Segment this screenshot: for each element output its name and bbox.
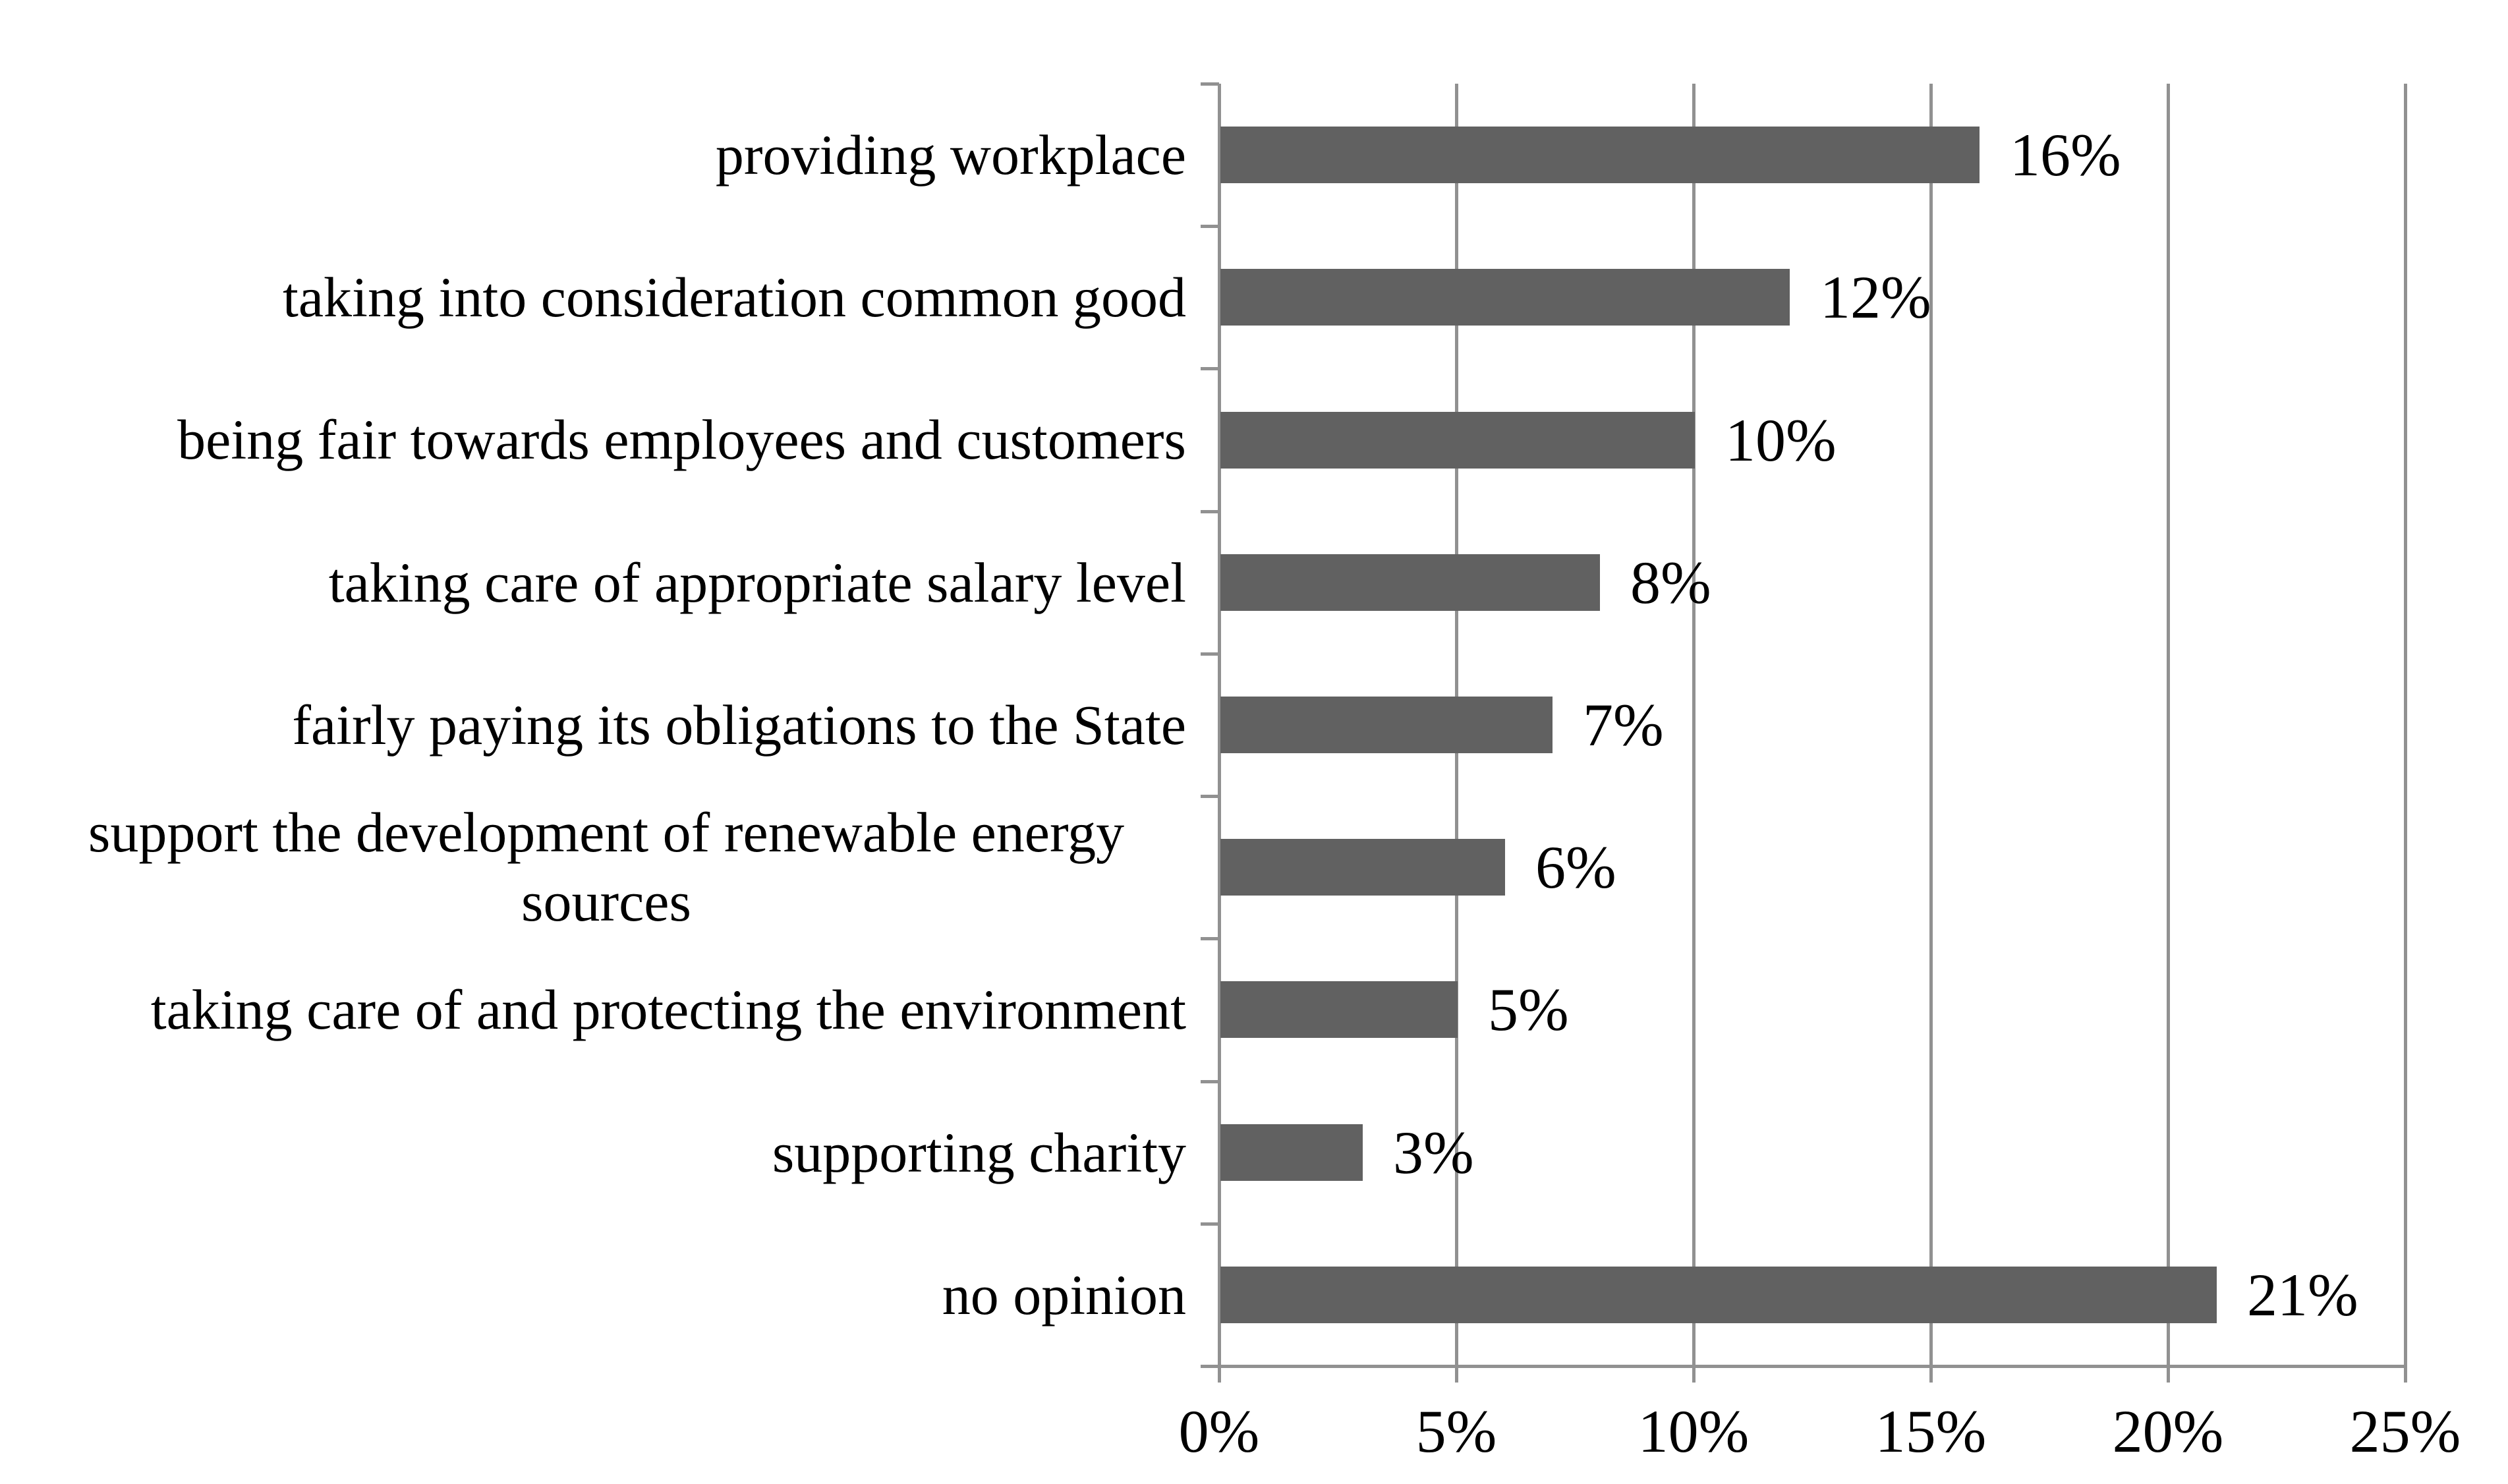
category-label-4: taking care of appropriate salary level bbox=[26, 511, 1186, 654]
value-label-2: 12% bbox=[1820, 264, 1931, 331]
bar-7 bbox=[1220, 981, 1458, 1038]
category-label-text: no opinion bbox=[942, 1263, 1186, 1327]
y-axis-tick bbox=[1201, 1079, 1219, 1083]
x-tick-label-0%: 0% bbox=[1178, 1398, 1260, 1465]
y-axis-tick bbox=[1201, 225, 1219, 229]
x-tick-label-20%: 20% bbox=[2112, 1398, 2224, 1465]
y-axis-tick bbox=[1201, 795, 1219, 799]
category-label-text: taking into consideration common good bbox=[282, 265, 1186, 329]
value-label-9: 21% bbox=[2247, 1261, 2358, 1328]
bar-9 bbox=[1220, 1267, 2217, 1323]
bar-8 bbox=[1220, 1124, 1363, 1181]
bar-6 bbox=[1220, 839, 1505, 896]
value-label-3: 10% bbox=[1725, 407, 1837, 474]
gridline-20% bbox=[2167, 84, 2170, 1383]
category-label-text: being fair towards employees and custome… bbox=[177, 407, 1186, 471]
bar-3 bbox=[1220, 412, 1695, 469]
y-axis-tick bbox=[1201, 82, 1219, 86]
category-label-9: no opinion bbox=[26, 1224, 1186, 1366]
category-label-text: providing workplace bbox=[715, 123, 1186, 186]
x-tick-label-10%: 10% bbox=[1638, 1398, 1750, 1465]
x-tick-label-25%: 25% bbox=[2349, 1398, 2461, 1465]
gridline-25% bbox=[2404, 84, 2407, 1383]
category-label-7: taking care of and protecting the enviro… bbox=[26, 938, 1186, 1081]
category-label-6: support the development of renewable ene… bbox=[26, 796, 1186, 938]
category-label-text: taking care of and protecting the enviro… bbox=[150, 977, 1186, 1041]
x-tick-label-5%: 5% bbox=[1415, 1398, 1497, 1465]
category-label-text: support the development of renewable ene… bbox=[88, 801, 1125, 933]
y-axis-tick bbox=[1201, 937, 1219, 941]
category-label-2: taking into consideration common good bbox=[26, 226, 1186, 368]
y-axis-tick bbox=[1201, 367, 1219, 371]
value-label-4: 8% bbox=[1630, 549, 1711, 616]
y-axis-tick bbox=[1201, 1365, 1219, 1368]
value-label-1: 16% bbox=[2010, 121, 2121, 188]
y-axis-tick bbox=[1201, 509, 1219, 513]
x-tick-label-15%: 15% bbox=[1875, 1398, 1987, 1465]
category-label-text: supporting charity bbox=[772, 1120, 1186, 1184]
value-label-8: 3% bbox=[1393, 1119, 1474, 1186]
value-label-6: 6% bbox=[1535, 834, 1616, 901]
category-label-1: providing workplace bbox=[26, 84, 1186, 226]
category-label-5: fairly paying its obligations to the Sta… bbox=[26, 654, 1186, 796]
value-label-7: 5% bbox=[1488, 976, 1569, 1043]
category-label-text: taking care of appropriate salary level bbox=[328, 550, 1186, 614]
bar-4 bbox=[1220, 554, 1600, 611]
category-label-8: supporting charity bbox=[26, 1081, 1186, 1224]
gridline-15% bbox=[1929, 84, 1933, 1383]
gridline-10% bbox=[1692, 84, 1696, 1383]
category-label-3: being fair towards employees and custome… bbox=[26, 368, 1186, 511]
bar-1 bbox=[1220, 127, 1980, 183]
bar-5 bbox=[1220, 697, 1553, 753]
x-axis-line bbox=[1201, 1365, 2407, 1368]
y-axis-tick bbox=[1201, 1222, 1219, 1226]
y-axis-tick bbox=[1201, 652, 1219, 656]
bar-2 bbox=[1220, 269, 1790, 326]
value-label-5: 7% bbox=[1583, 691, 1664, 758]
category-label-text: fairly paying its obligations to the Sta… bbox=[292, 693, 1186, 756]
y-axis-line bbox=[1218, 84, 1221, 1383]
